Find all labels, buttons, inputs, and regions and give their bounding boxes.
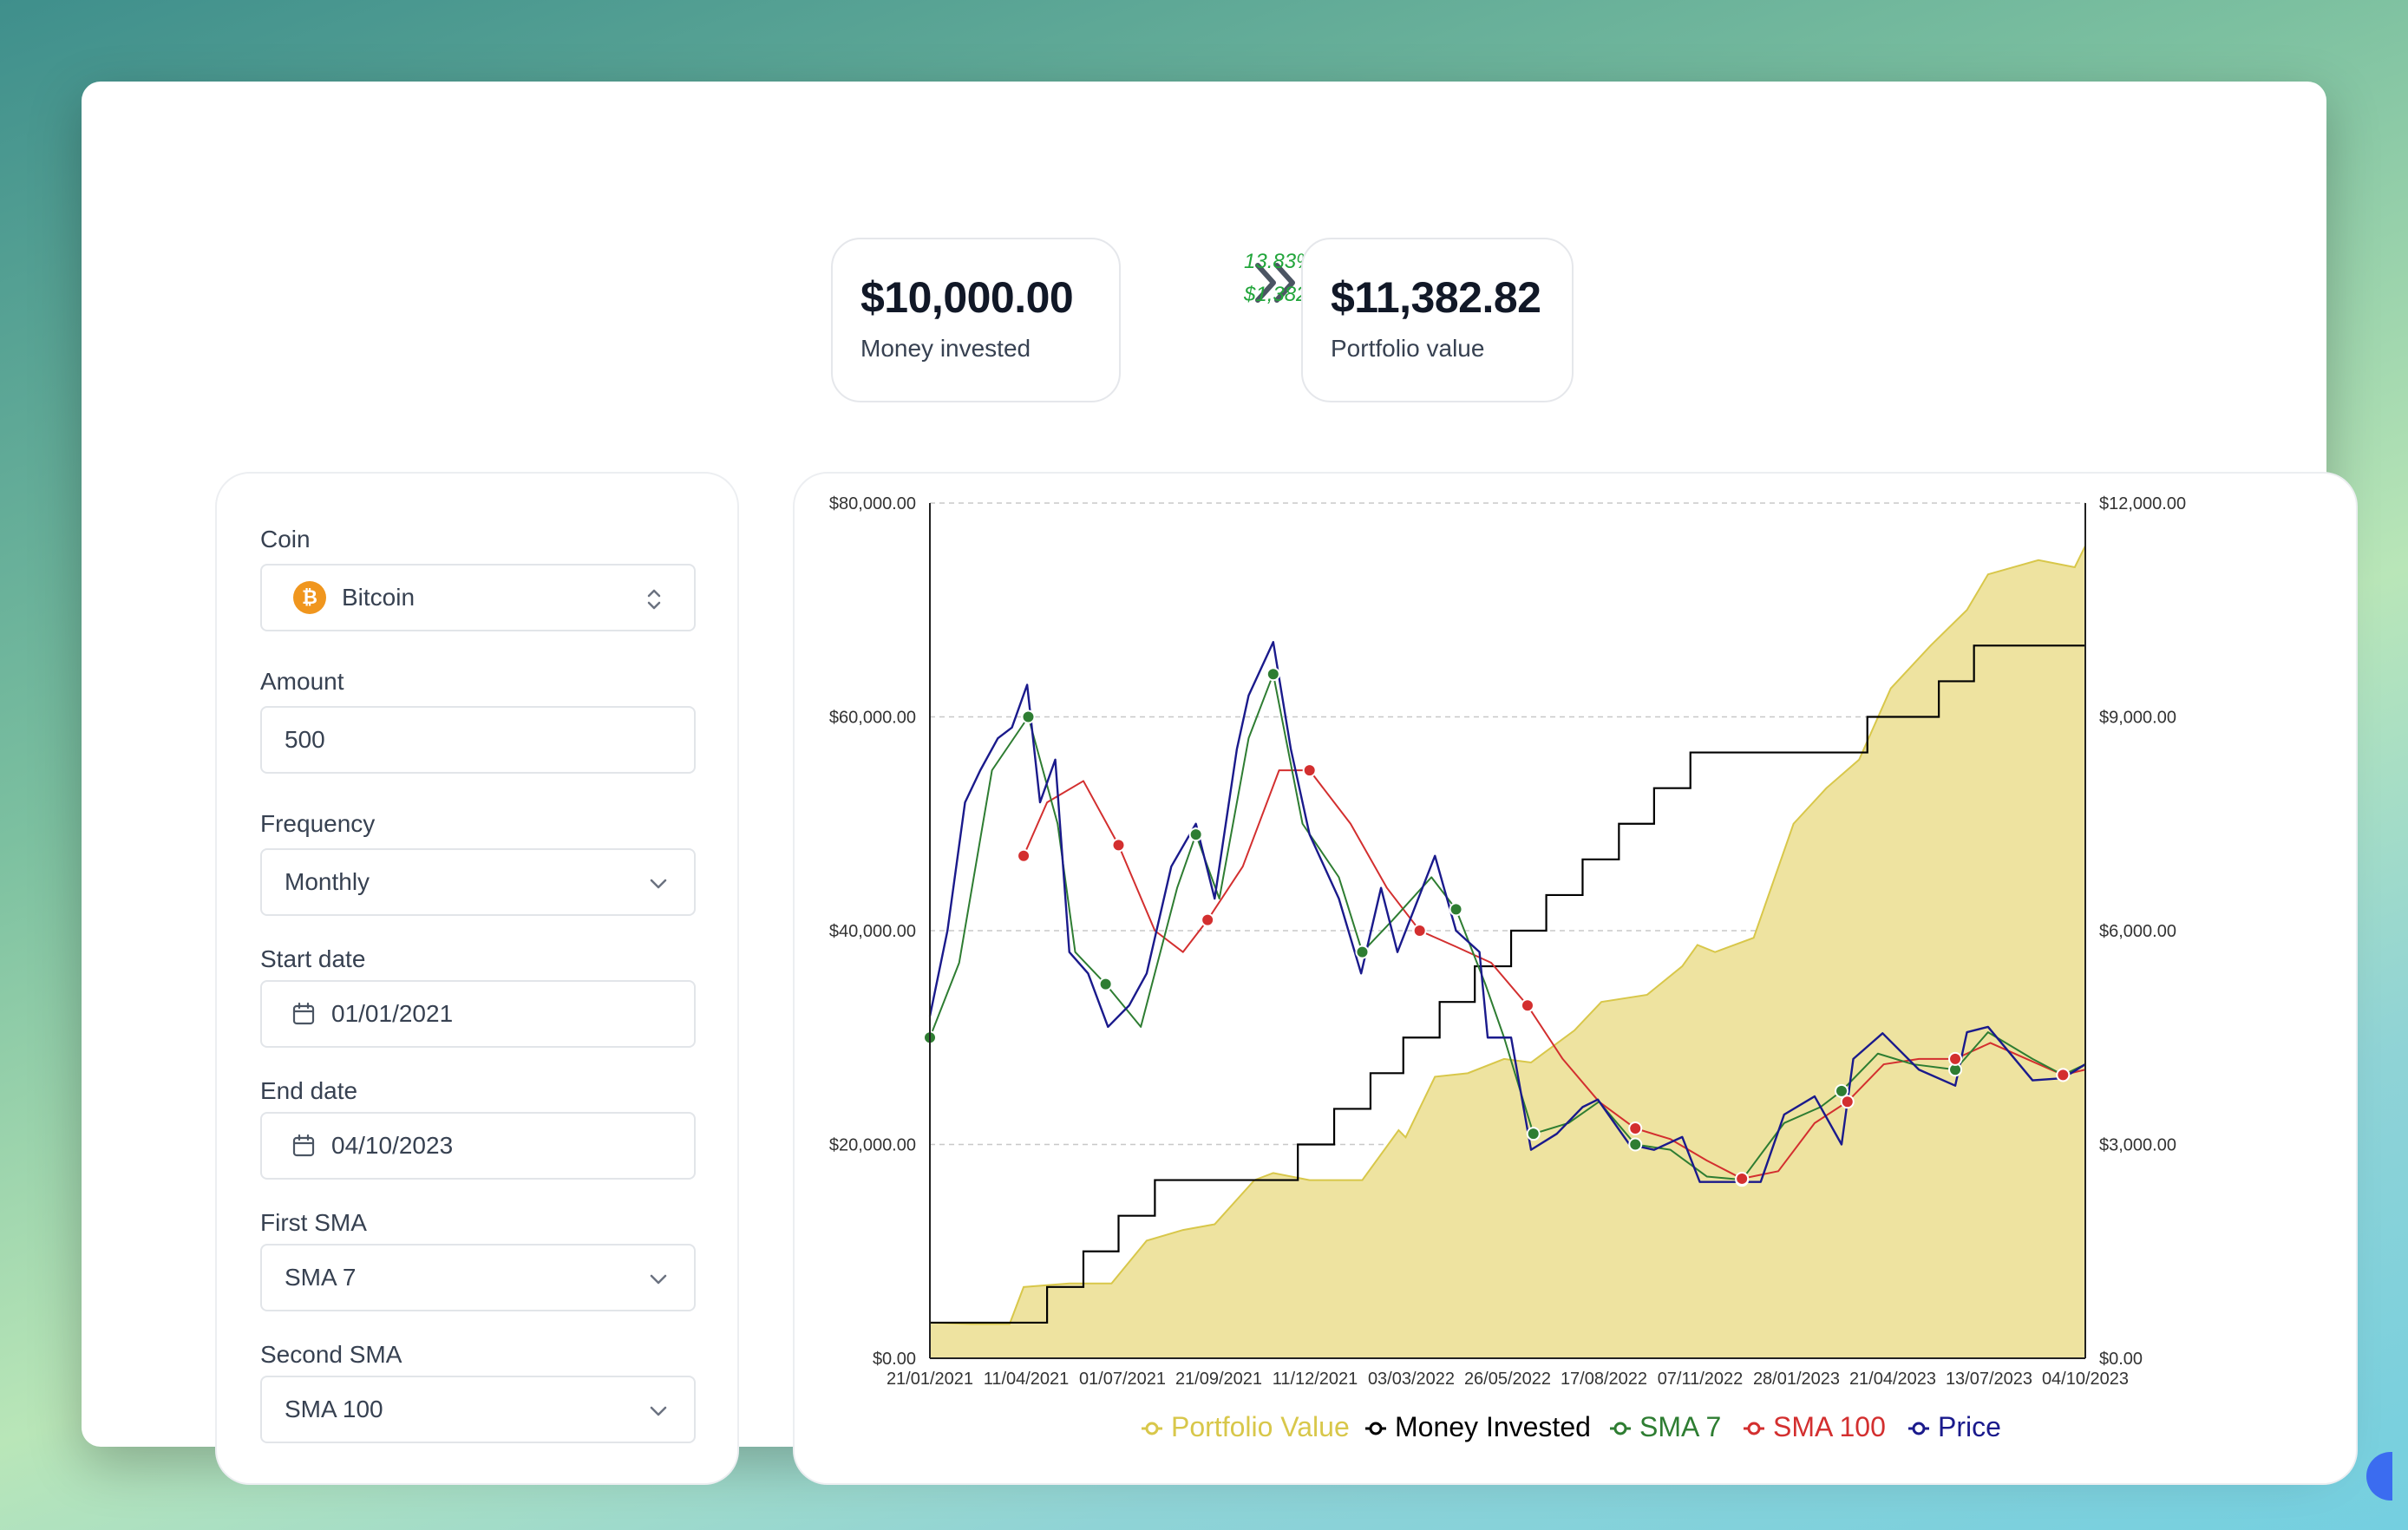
- first-sma-label: First SMA: [260, 1209, 367, 1236]
- y-right-tick-label: $0.00: [2099, 1350, 2143, 1369]
- sma-100-point: [1840, 1095, 1855, 1109]
- start-date-label: Start date: [260, 945, 366, 972]
- legend-item: Price: [1938, 1411, 2001, 1442]
- sma-100-point: [1735, 1171, 1750, 1186]
- sma-100-point: [1628, 1121, 1643, 1136]
- y-right-tick-label: $9,000.00: [2099, 709, 2176, 728]
- sma-7-point: [1188, 827, 1203, 842]
- double-chevron-right-icon: [1255, 263, 1295, 303]
- y-left-tick-label: $0.00: [873, 1350, 916, 1369]
- x-tick-label: 11/12/2021: [1273, 1370, 1358, 1389]
- app-window: $10,000.00 Money invested 13.83% $1,382.…: [82, 82, 2392, 1501]
- legend-marker-dot: [1369, 1422, 1383, 1435]
- legend-marker-dot: [1613, 1422, 1627, 1435]
- x-tick-label: 26/05/2022: [1464, 1370, 1551, 1389]
- y-left-tick-label: $40,000.00: [829, 922, 916, 941]
- frequency-label: Frequency: [260, 810, 376, 837]
- start-date-input[interactable]: 01/01/2021: [260, 980, 696, 1048]
- first-sma-value: SMA 7: [285, 1264, 357, 1291]
- settings-panel: Coin ₿ Bitcoin Amount 500 Frequency Mont…: [215, 472, 739, 1485]
- sma-7-point: [1355, 945, 1370, 959]
- sma-7-line: [929, 673, 2086, 1181]
- money-invested-value: $10,000.00: [860, 273, 1074, 322]
- sma-100-point: [1017, 848, 1031, 863]
- amount-label: Amount: [260, 668, 344, 695]
- sma-100-point: [1111, 838, 1126, 853]
- sma-7-point: [1266, 667, 1280, 682]
- legend-item: SMA 100: [1773, 1411, 1886, 1442]
- bitcoin-icon: ₿: [293, 581, 326, 614]
- coin-label: Coin: [260, 526, 311, 552]
- amount-value: 500: [285, 726, 325, 753]
- y-left-tick-label: $80,000.00: [829, 494, 916, 513]
- money-invested-card: $10,000.00 Money invested: [831, 238, 1121, 402]
- start-date-value: 01/01/2021: [331, 1000, 454, 1027]
- legend-item: Portfolio Value: [1171, 1411, 1350, 1442]
- x-tick-label: 13/07/2023: [1946, 1370, 2032, 1389]
- x-tick-label: 11/04/2021: [984, 1370, 1070, 1389]
- portfolio-value-area: [930, 546, 2085, 1358]
- end-date-value: 04/10/2023: [331, 1132, 454, 1159]
- x-tick-label: 21/04/2023: [1849, 1370, 1936, 1389]
- portfolio-value-card: $11,382.82 Portfolio value: [1301, 238, 1574, 402]
- sma-100-point: [1948, 1051, 1963, 1066]
- sma-100-point: [1520, 998, 1534, 1013]
- frequency-select[interactable]: Monthly: [260, 848, 696, 916]
- first-sma-select[interactable]: SMA 7: [260, 1244, 696, 1311]
- x-tick-label: 28/01/2023: [1753, 1370, 1840, 1389]
- legend-item: Money Invested: [1395, 1411, 1591, 1442]
- coin-value: Bitcoin: [342, 584, 416, 611]
- legend-item: SMA 7: [1639, 1411, 1721, 1442]
- money-invested-label: Money invested: [860, 335, 1031, 362]
- legend-marker-dot: [1747, 1422, 1761, 1435]
- money-invested-line: [930, 644, 2085, 1324]
- x-tick-label: 01/07/2021: [1079, 1370, 1166, 1389]
- second-sma-label: Second SMA: [260, 1341, 402, 1368]
- chevron-down-icon: [650, 1406, 667, 1416]
- coin-select[interactable]: ₿ Bitcoin: [260, 564, 696, 631]
- up-down-chevron-icon: [647, 589, 661, 610]
- x-tick-label: 03/03/2022: [1368, 1370, 1455, 1389]
- x-tick-label: 07/11/2022: [1658, 1370, 1744, 1389]
- sma-100-point: [1302, 763, 1317, 778]
- sma-7-point: [1449, 902, 1463, 917]
- y-right-tick-label: $3,000.00: [2099, 1136, 2176, 1155]
- y-right-tick-label: $6,000.00: [2099, 922, 2176, 941]
- sma-7-point: [1628, 1137, 1643, 1152]
- end-date-input[interactable]: 04/10/2023: [260, 1112, 696, 1180]
- y-left-tick-label: $20,000.00: [829, 1136, 916, 1155]
- sma-7-point: [1098, 977, 1113, 991]
- sma-100-line: [1023, 769, 2086, 1180]
- y-left-tick-label: $60,000.00: [829, 709, 916, 728]
- portfolio-value-label: Portfolio value: [1331, 335, 1485, 362]
- frequency-value: Monthly: [285, 868, 370, 895]
- chevron-down-icon: [650, 1274, 667, 1285]
- chat-widget-button[interactable]: [2366, 1452, 2392, 1501]
- sma-7-point: [1526, 1127, 1541, 1141]
- sma-100-point: [1201, 912, 1215, 927]
- legend-marker-dot: [1912, 1422, 1926, 1435]
- calendar-icon: [292, 1134, 315, 1157]
- legend-marker-dot: [1145, 1422, 1159, 1435]
- second-sma-value: SMA 100: [285, 1396, 383, 1422]
- x-tick-label: 04/10/2023: [2042, 1370, 2129, 1389]
- calendar-icon: [292, 1002, 315, 1025]
- amount-input[interactable]: 500: [260, 706, 696, 774]
- sma-100-point: [2056, 1068, 2071, 1082]
- price-line: [928, 641, 2086, 1183]
- second-sma-select[interactable]: SMA 100: [260, 1376, 696, 1443]
- chevron-down-icon: [650, 879, 667, 889]
- x-tick-label: 17/08/2022: [1561, 1370, 1647, 1389]
- x-tick-label: 21/09/2021: [1175, 1370, 1262, 1389]
- sma-7-point: [1021, 709, 1036, 724]
- portfolio-value-line: [929, 545, 2086, 1325]
- y-right-tick-label: $12,000.00: [2099, 494, 2186, 513]
- chart: $0.00 $20,000.00 $40,000.00 $60,000.00 $80,0…: [829, 494, 2186, 1442]
- x-tick-label: 21/01/2021: [887, 1370, 973, 1389]
- sma-7-point: [1835, 1083, 1849, 1098]
- end-date-label: End date: [260, 1077, 358, 1104]
- sma-100-point: [1412, 924, 1427, 938]
- portfolio-value: $11,382.82: [1331, 273, 1541, 322]
- chart-panel: $0.00 $20,000.00 $40,000.00 $60,000.00 $80,0…: [793, 472, 2358, 1485]
